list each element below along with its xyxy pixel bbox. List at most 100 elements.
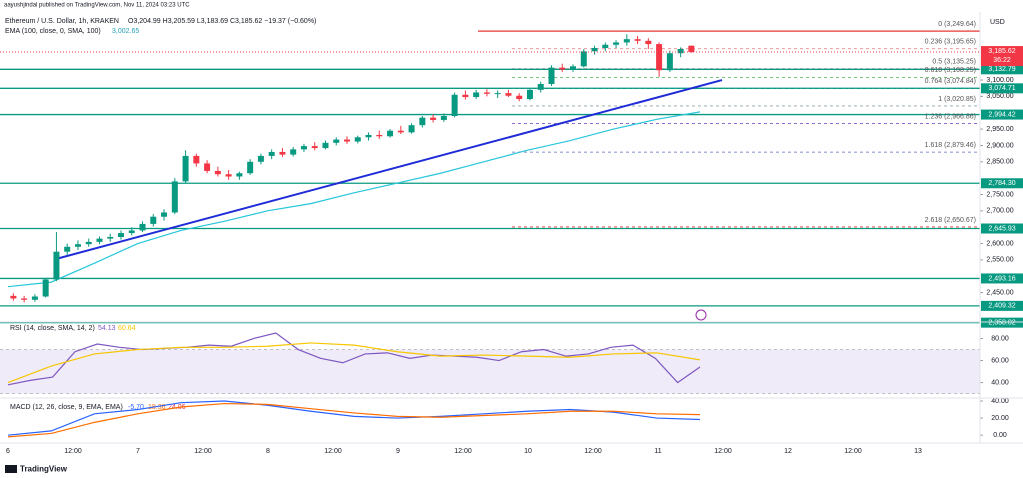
ema-title: EMA (100, close, 0, SMA, 100): [5, 28, 101, 35]
candle-body: [31, 296, 38, 300]
symbol: Ethereum / U.S. Dollar, 1h, KRAKEN: [5, 18, 119, 25]
ema-value: 3,002.65: [112, 28, 139, 35]
candle-body: [344, 139, 351, 142]
candle-body: [462, 94, 469, 98]
candle-body: [666, 53, 673, 71]
level-label: 2,645.93: [988, 225, 1015, 232]
candle-body: [656, 44, 663, 71]
candle-body: [311, 146, 318, 149]
candle-body: [537, 83, 544, 90]
x-tick-label: 12:00: [454, 448, 472, 455]
candle-body: [430, 117, 437, 120]
level-label: 2,409.32: [988, 303, 1015, 310]
y-tick-label: 40.00: [991, 398, 1009, 405]
candle-body: [613, 42, 620, 45]
candle-body: [53, 251, 60, 280]
ema-line: [7, 111, 701, 288]
candle-body: [10, 295, 17, 299]
y-tick-label: 3,050.00: [986, 93, 1013, 100]
candle-body: [387, 130, 394, 137]
last-price-tag: [981, 46, 1023, 67]
readout: 18.36: [148, 404, 166, 411]
candle-body: [150, 216, 157, 224]
y-tick-label: 20.00: [991, 415, 1009, 422]
candle-body: [161, 212, 168, 217]
candle-body: [580, 51, 587, 67]
candle-body: [333, 139, 340, 143]
candle-body: [247, 161, 254, 174]
candle-body: [634, 39, 641, 41]
x-tick-label: 12: [784, 448, 792, 455]
candle-body: [505, 93, 512, 96]
candle-body: [204, 163, 211, 171]
x-tick-label: 12:00: [324, 448, 342, 455]
fib-label: 0.764 (3,074.84): [925, 78, 976, 85]
candle-body: [623, 39, 630, 43]
candle-body: [139, 223, 146, 231]
candle-body: [85, 241, 92, 245]
level-label: 3,132.79: [988, 66, 1015, 73]
level-label: 2,784.30: [988, 180, 1015, 187]
logo-mark: [5, 465, 17, 473]
author: aayushjindal published on TradingView.co…: [4, 3, 190, 9]
candle-body: [591, 48, 598, 52]
candle-body: [42, 279, 49, 297]
candle-body: [171, 181, 178, 213]
y-tick-label: 80.00: [991, 335, 1009, 342]
currency: USD: [990, 19, 1005, 26]
y-tick-label: 2,450.00: [986, 289, 1013, 296]
x-tick-label: 12:00: [844, 448, 862, 455]
candle-body: [677, 48, 684, 54]
candle-body: [526, 89, 533, 100]
candle-body: [494, 93, 501, 95]
candle-body: [128, 230, 135, 234]
candle-body: [21, 298, 28, 300]
candle-body: [279, 151, 286, 155]
candle-body: [688, 45, 695, 53]
level-label: 3,074.71: [988, 85, 1015, 92]
fib-label: 0.618 (3,108.25): [925, 67, 976, 74]
countdown: 36:22: [993, 57, 1011, 64]
candle-body: [268, 151, 275, 156]
x-tick-label: 6: [6, 448, 10, 455]
level-label: 2,358.02: [988, 319, 1015, 326]
candle-body: [451, 94, 458, 117]
candle-body: [182, 155, 189, 182]
fib-label: 1.236 (2,966.86): [925, 113, 976, 120]
y-tick-label: 2,550.00: [986, 257, 1013, 264]
y-tick-label: 2,900.00: [986, 142, 1013, 149]
indicator-line: [7, 342, 701, 384]
candle-body: [214, 170, 221, 175]
macd-title: MACD (12, 26, close, 9, EMA, EMA): [10, 404, 123, 411]
candle-body: [236, 173, 243, 177]
rsi-band: [0, 349, 980, 394]
logo: TradingView: [5, 465, 68, 474]
x-tick-label: 8: [266, 448, 270, 455]
candle-body: [440, 116, 447, 120]
candle-body: [193, 155, 200, 164]
candle-body: [300, 146, 307, 150]
fib-label: 0.236 (3,195.65): [925, 39, 976, 46]
candle-body: [225, 174, 232, 177]
candle-body: [365, 134, 372, 138]
candle-body: [516, 95, 523, 100]
y-tick-label: 2,850.00: [986, 159, 1013, 166]
x-tick-label: 7: [136, 448, 140, 455]
last-price-label: 3,185.62: [988, 48, 1015, 55]
candle-body: [107, 236, 114, 239]
level-tag: [981, 223, 1023, 234]
trendline: [54, 79, 723, 261]
candle-body: [74, 244, 81, 247]
level-tag: [981, 273, 1023, 284]
level-label: 2,493.16: [988, 275, 1015, 282]
indicator-line: [7, 332, 701, 386]
candle-body: [602, 44, 609, 49]
y-tick-label: 2,700.00: [986, 208, 1013, 215]
x-tick-label: 12:00: [584, 448, 602, 455]
candle-body: [290, 149, 297, 155]
level-tag: [981, 317, 1023, 328]
y-tick-label: 40.00: [991, 379, 1009, 386]
event-icon[interactable]: [695, 309, 707, 321]
candle-body: [397, 130, 404, 133]
y-tick-label: 2,600.00: [986, 240, 1013, 247]
